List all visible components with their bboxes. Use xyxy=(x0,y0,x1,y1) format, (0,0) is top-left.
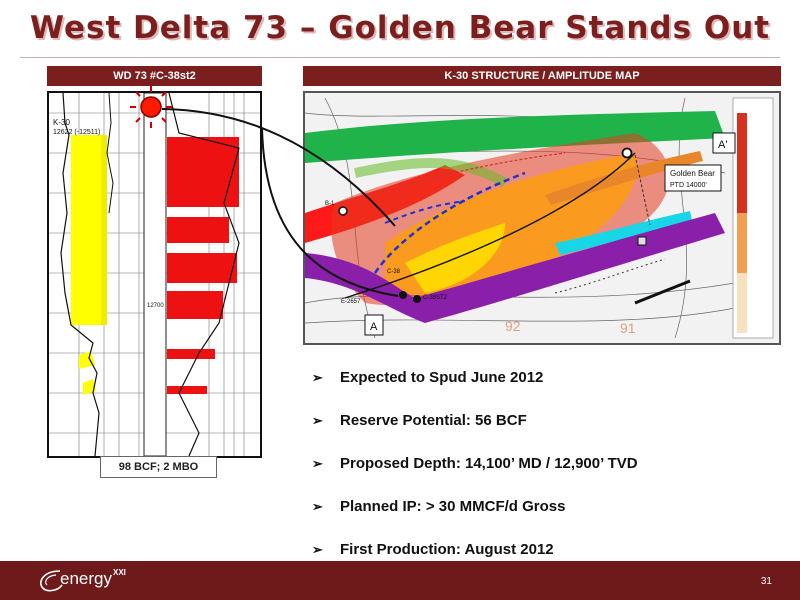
point-a-box xyxy=(364,314,384,336)
blue-dashed-boundary xyxy=(373,171,526,274)
block-91-label: 91 xyxy=(620,320,636,336)
purple-fault-band xyxy=(305,213,725,323)
well-c38st2-marker xyxy=(413,295,421,303)
amplitude-green-halo xyxy=(354,158,508,188)
bullet-text: Proposed Depth: 14,100’ MD / 12,900’ TVD xyxy=(340,455,638,472)
golden-bear-callout xyxy=(664,164,722,192)
point-a-prime-label: A' xyxy=(718,139,727,151)
arrow-bullet-icon: ➢ xyxy=(312,412,323,428)
depth-track xyxy=(143,93,167,456)
sand-fill-lower xyxy=(79,351,95,369)
fault-trace-black xyxy=(634,279,691,305)
well-b1-marker xyxy=(338,206,348,216)
well-log-header: WD 73 #C-38st2 xyxy=(47,66,262,86)
arrow-bullet-icon: ➢ xyxy=(312,455,323,471)
resistivity-fill-2 xyxy=(167,217,229,243)
bullet-text: Planned IP: > 30 MMCF/d Gross xyxy=(340,498,566,515)
golden-bear-well-marker xyxy=(621,147,633,159)
slide-title: West Delta 73 – Golden Bear Stands Out xyxy=(29,10,771,46)
log-caption: 98 BCF; 2 MBO xyxy=(100,456,217,478)
logo-superscript: XXI xyxy=(113,568,126,577)
bullet-item: ➢ Expected to Spud June 2012 xyxy=(312,356,782,399)
sun-icon xyxy=(130,86,172,128)
resistivity-curve xyxy=(168,93,240,456)
bullet-text: Reserve Potential: 56 BCF xyxy=(340,412,527,429)
bullet-item: ➢ Planned IP: > 30 MMCF/d Gross xyxy=(312,485,782,528)
title-divider xyxy=(20,57,780,58)
golden-bear-callout-title: Golden Bear xyxy=(670,169,715,178)
bullet-item: ➢ Reserve Potential: 56 BCF xyxy=(312,399,782,442)
map-graphic: Golden Bear PTD 14000' A' A B-1 E-2657 C… xyxy=(305,93,779,343)
well-path-dashed xyxy=(634,154,651,226)
arrow-bullet-icon: ➢ xyxy=(312,541,323,557)
page-number: 31 xyxy=(760,576,772,587)
bullet-item: ➢ Proposed Depth: 14,100’ MD / 12,900’ TV… xyxy=(312,442,782,485)
block-92-label: 92 xyxy=(505,318,521,334)
resistivity-fill-6 xyxy=(167,386,207,394)
cyan-fault-band xyxy=(555,211,693,255)
bullet-text: First Production: August 2012 xyxy=(340,541,554,558)
connector-line-top xyxy=(161,108,396,227)
sand-fill-main xyxy=(71,135,103,325)
arrow-bullet-icon: ➢ xyxy=(312,369,323,385)
color-scale-bar-orange xyxy=(737,213,747,273)
log-depth-label: 12700 xyxy=(147,303,164,309)
log-interval-label: 12622 (-12511) xyxy=(53,129,100,136)
resistivity-fill-top xyxy=(167,137,239,207)
bottom-hole-marker xyxy=(637,236,647,246)
well-c38-marker xyxy=(399,291,407,299)
sand-fill-bottom xyxy=(83,379,96,395)
logo-text: energy xyxy=(60,569,112,588)
color-scale-bar-red xyxy=(737,113,747,213)
resistivity-fill-4 xyxy=(167,291,223,319)
orange-fault-band xyxy=(545,151,703,205)
structure-amplitude-map: Golden Bear PTD 14000' A' A B-1 E-2657 C… xyxy=(303,91,781,345)
key-points-list: ➢ Expected to Spud June 2012 ➢ Reserve Pot… xyxy=(312,356,782,571)
map-header: K-30 STRUCTURE / AMPLITUDE MAP xyxy=(303,66,781,86)
blue-dashed-boundary-2 xyxy=(384,200,466,224)
golden-bear-callout-ptd: PTD 14000' xyxy=(670,182,707,189)
well-b1-label: B-1 xyxy=(325,201,335,207)
arrow-bullet-icon: ➢ xyxy=(312,498,323,514)
log-zone-label: K-30 xyxy=(53,118,70,127)
bullet-item: ➢ First Production: August 2012 xyxy=(312,528,782,571)
well-c38-label: C-38 xyxy=(387,269,401,275)
resistivity-fill-3 xyxy=(167,253,237,283)
gamma-curve xyxy=(60,93,100,456)
well-c38st2-label: C-38ST2 xyxy=(423,295,448,301)
connector-line-bottom xyxy=(261,127,399,297)
green-fault-band xyxy=(305,111,725,163)
point-a-label: A xyxy=(370,321,378,333)
cross-section-line xyxy=(344,152,636,299)
sand-fill-core xyxy=(101,135,107,325)
point-a-prime-box xyxy=(712,132,736,154)
log-trace-top xyxy=(106,93,114,214)
swoosh-logo-icon xyxy=(40,570,63,592)
red-dashed-line xyxy=(334,152,566,206)
resistivity-fill-5 xyxy=(167,349,215,359)
footer-bar: energy XXI 31 xyxy=(0,561,800,600)
color-scale-bar-light xyxy=(737,273,747,333)
well-e2657-label: E-2657 xyxy=(341,299,361,305)
bullet-text: Expected to Spud June 2012 xyxy=(340,369,544,386)
